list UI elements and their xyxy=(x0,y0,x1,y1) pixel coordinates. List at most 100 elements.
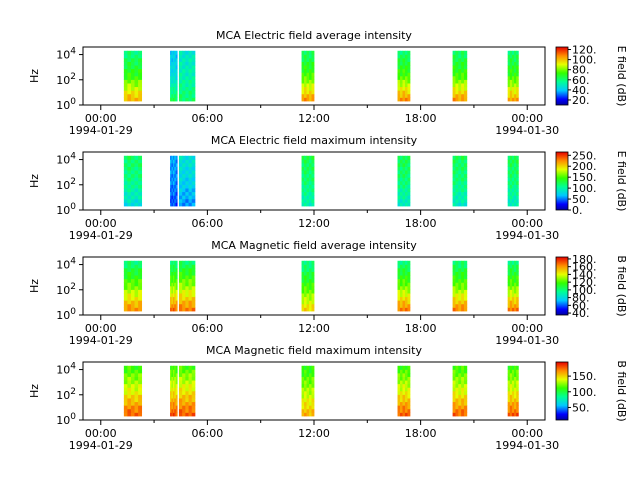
data-cell xyxy=(171,50,174,55)
data-cell xyxy=(127,394,132,399)
data-cell xyxy=(452,79,456,84)
data-cell xyxy=(127,260,132,265)
data-cell xyxy=(404,390,408,395)
data-cell xyxy=(400,380,403,385)
data-cell xyxy=(304,285,307,290)
data-cell xyxy=(188,90,193,95)
data-cell xyxy=(507,72,511,77)
data-cell xyxy=(463,307,468,312)
data-cell xyxy=(407,285,411,290)
data-cell xyxy=(311,170,315,175)
data-cell xyxy=(182,264,186,269)
data-cell xyxy=(507,162,511,167)
data-cell xyxy=(407,54,411,59)
data-cell xyxy=(182,177,186,182)
data-cell xyxy=(191,300,196,305)
data-cell xyxy=(509,93,513,98)
data-cell xyxy=(309,61,312,66)
data-cell xyxy=(130,195,135,200)
data-cell xyxy=(174,285,177,290)
data-cell xyxy=(309,285,312,290)
data-cell xyxy=(130,412,135,417)
data-cell xyxy=(127,282,132,287)
data-cell xyxy=(461,97,465,102)
data-cell xyxy=(127,202,132,207)
data-cell xyxy=(304,54,307,59)
data-cell xyxy=(402,75,406,80)
data-cell xyxy=(170,72,172,77)
data-cell xyxy=(455,289,459,294)
data-cell xyxy=(127,369,132,374)
data-cell xyxy=(301,282,305,287)
data-cell xyxy=(397,278,401,283)
data-cell xyxy=(461,303,465,308)
data-cell xyxy=(174,65,177,70)
data-cell xyxy=(452,195,456,200)
data-cell xyxy=(174,307,177,312)
data-cell xyxy=(301,61,305,66)
data-cell xyxy=(171,394,174,399)
data-cell xyxy=(175,50,178,55)
data-cell xyxy=(188,307,193,312)
data-cell xyxy=(311,408,315,413)
data-cell xyxy=(402,184,406,189)
spectrogram-data xyxy=(123,155,519,207)
data-cell xyxy=(514,97,517,102)
data-cell xyxy=(134,83,139,88)
data-cell xyxy=(511,162,515,167)
data-cell xyxy=(301,264,305,269)
data-cell xyxy=(306,376,310,381)
data-cell xyxy=(191,408,196,413)
data-cell xyxy=(185,79,189,84)
data-cell xyxy=(400,79,403,84)
data-cell xyxy=(516,198,519,203)
data-cell xyxy=(172,72,175,77)
data-cell xyxy=(514,173,517,178)
data-cell xyxy=(301,93,305,98)
data-cell xyxy=(516,300,519,305)
data-cell xyxy=(511,72,515,77)
data-cell xyxy=(178,303,183,308)
data-cell xyxy=(174,260,177,265)
data-cell xyxy=(455,380,459,385)
data-cell xyxy=(511,184,515,189)
data-cell xyxy=(514,271,517,276)
data-cell xyxy=(171,390,174,395)
data-cell xyxy=(309,296,312,301)
data-cell xyxy=(304,282,307,287)
data-cell xyxy=(175,271,178,276)
data-cell xyxy=(400,86,403,91)
data-cell xyxy=(301,307,305,312)
data-cell xyxy=(458,278,462,283)
data-cell xyxy=(134,97,139,102)
data-cell xyxy=(461,289,465,294)
data-cell xyxy=(134,365,139,370)
data-cell xyxy=(400,155,403,160)
data-cell xyxy=(191,159,196,164)
data-cell xyxy=(461,159,465,164)
data-cell xyxy=(170,390,172,395)
data-cell xyxy=(188,184,193,189)
data-cell xyxy=(304,412,307,417)
data-cell xyxy=(514,79,517,84)
data-cell xyxy=(463,303,468,308)
data-cell xyxy=(400,202,403,207)
data-cell xyxy=(452,300,456,305)
data-cell xyxy=(455,61,459,66)
data-cell xyxy=(138,412,143,417)
data-cell xyxy=(402,68,406,73)
data-cell xyxy=(455,65,459,70)
data-cell xyxy=(402,155,406,160)
data-cell xyxy=(311,61,315,66)
data-cell xyxy=(407,398,411,403)
data-cell xyxy=(172,86,175,91)
data-cell xyxy=(452,184,456,189)
data-cell xyxy=(400,401,403,406)
data-cell xyxy=(301,390,305,395)
data-cell xyxy=(514,260,517,265)
data-cell xyxy=(182,83,186,88)
x-tick-label: 06:00 xyxy=(192,217,224,230)
data-cell xyxy=(463,173,468,178)
data-cell xyxy=(514,405,517,410)
data-cell xyxy=(172,383,175,388)
